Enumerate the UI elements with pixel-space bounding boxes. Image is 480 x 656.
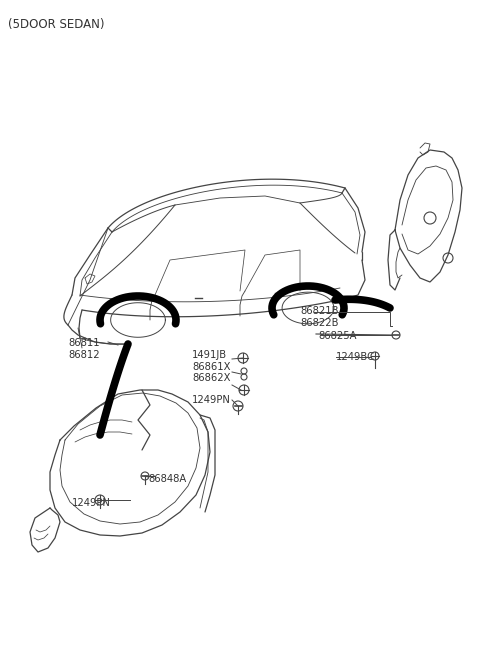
Text: 1491JB
86861X
86862X: 1491JB 86861X 86862X xyxy=(192,350,230,383)
Text: 86848A: 86848A xyxy=(148,474,186,484)
Text: 86821B
86822B: 86821B 86822B xyxy=(300,306,338,327)
Text: 1249PN: 1249PN xyxy=(192,395,231,405)
Text: (5DOOR SEDAN): (5DOOR SEDAN) xyxy=(8,18,105,31)
Text: 1249BC: 1249BC xyxy=(336,352,375,362)
Text: 86811
86812: 86811 86812 xyxy=(68,338,100,359)
Text: 1249PN: 1249PN xyxy=(72,498,111,508)
Text: 86825A: 86825A xyxy=(318,331,357,341)
